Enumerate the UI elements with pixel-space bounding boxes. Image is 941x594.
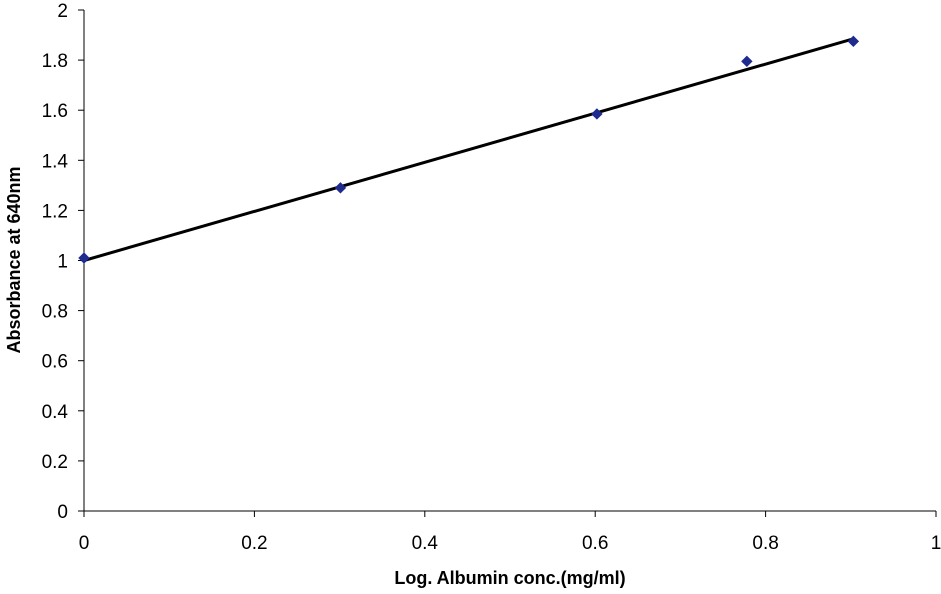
- x-tick-label: 0.2: [241, 533, 267, 554]
- y-tick-label: 2: [57, 1, 68, 22]
- data-point: [78, 252, 90, 264]
- y-tick-label: 1.2: [42, 201, 68, 222]
- y-tick-label: 1.4: [42, 151, 69, 172]
- y-tick-label: 0.2: [42, 452, 68, 473]
- data-point: [591, 108, 603, 120]
- x-tick-label: 0.4: [412, 533, 439, 554]
- y-tick-label: 1: [57, 252, 68, 273]
- y-tick-label: 0.4: [42, 402, 69, 423]
- trendline-group: [83, 37, 854, 262]
- y-tick-label: 1.8: [42, 51, 68, 72]
- x-tick-label: 0: [79, 533, 90, 554]
- x-tick-label: 0.8: [752, 533, 778, 554]
- data-point: [741, 55, 753, 68]
- x-tick-label: 0.6: [582, 533, 608, 554]
- x-axis-title: Log. Albumin conc.(mg/ml): [394, 568, 625, 588]
- x-tick-labels: 0 0.2 0.4 0.6 0.8 1: [79, 533, 941, 554]
- x-tick-label: 1: [931, 533, 941, 554]
- y-axis-title: Absorbance at 640nm: [4, 166, 24, 353]
- data-point: [847, 35, 860, 48]
- y-tick-label: 0.8: [42, 302, 68, 323]
- y-tick-label: 0.6: [42, 352, 68, 373]
- data-point: [334, 182, 347, 194]
- y-tick-label: 0: [57, 502, 68, 523]
- axes: [78, 9, 937, 517]
- y-tick-labels: 0 0.2 0.4 0.6 0.8 1 1.2 1.4 1.6 1.8 2: [42, 1, 69, 523]
- trendline: [83, 37, 854, 262]
- y-tick-label: 1.6: [42, 101, 68, 122]
- data-points: [78, 35, 860, 264]
